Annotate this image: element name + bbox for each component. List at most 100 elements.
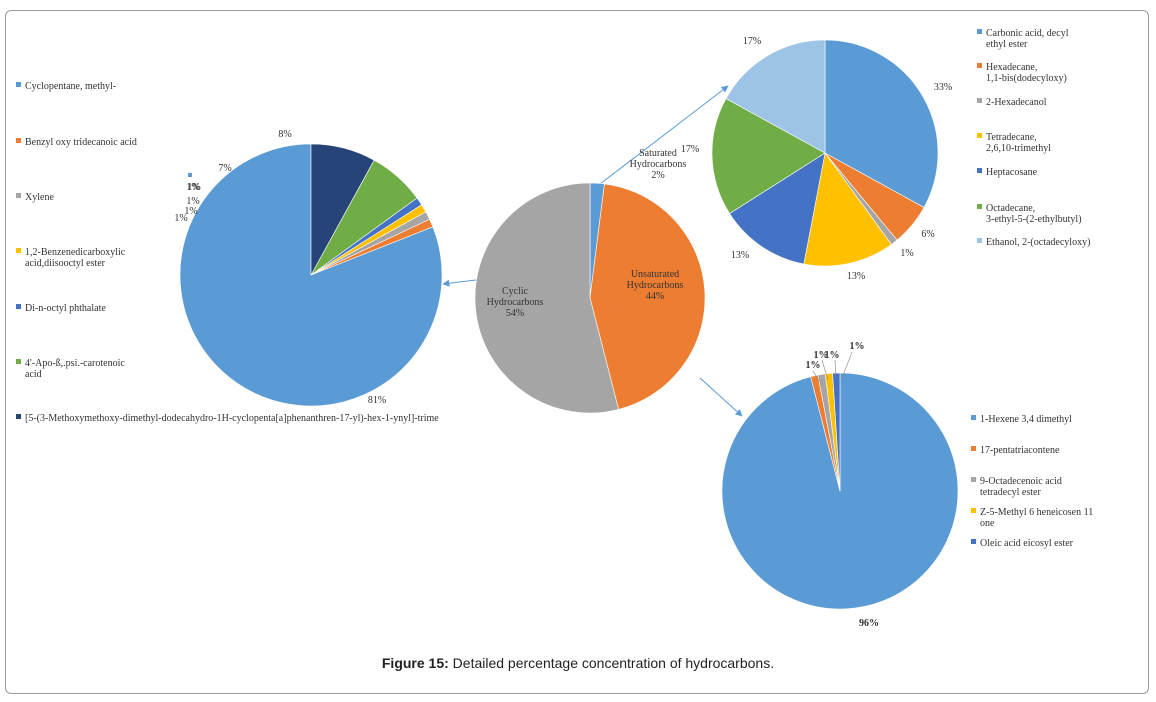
cyclic-slice-label-3: 1%: [186, 196, 199, 207]
saturated-slice-label-4: 13%: [731, 250, 749, 261]
pie-charts: SaturatedHydrocarbons2%UnsaturatedHydroc…: [16, 28, 1093, 629]
unsaturated-legend-swatch-0: [971, 415, 976, 420]
pie-saturated-slice-3: [803, 152, 892, 267]
saturated-legend-label-5: Octadecane,: [986, 203, 1035, 214]
main-slice-value-1: 44%: [646, 291, 664, 302]
main-slice-name2-1: Hydrocarbons: [627, 280, 684, 291]
saturated-slice-label-1: 6%: [921, 229, 934, 240]
main-slice-value-0: 2%: [651, 170, 664, 181]
unsaturated-slice-label-2: 1%: [814, 350, 829, 361]
main-slice-name2-0: Hydrocarbons: [630, 159, 687, 170]
caption-text: Detailed percentage concentration of hyd…: [448, 655, 775, 671]
saturated-legend-label-3: Tetradecane,: [986, 132, 1037, 143]
arrow-to-unsaturated: [699, 377, 743, 417]
cyclic-slice-label-2: 1%: [184, 206, 197, 217]
saturated-legend-label-6: Ethanol, 2-(octadecyloxy): [986, 237, 1090, 248]
unsaturated-legend-label-3: one: [980, 518, 995, 529]
pie-main: [474, 182, 706, 414]
pie-cyclic-slice-6: [310, 143, 375, 276]
saturated-legend-swatch-5: [977, 204, 982, 209]
saturated-legend-label-5: 3-ethyl-5-(2-ethylbutyl): [986, 214, 1082, 225]
pie-unsaturated: [721, 372, 959, 610]
arrow-to-cyclic: [442, 279, 477, 287]
arrow-to-saturated: [599, 85, 729, 185]
saturated-legend-swatch-2: [977, 98, 982, 103]
saturated-legend-label-3: 2,6,10-trimethyl: [986, 143, 1051, 154]
caption-label: Figure 15:: [381, 655, 449, 671]
main-slice-value-2: 54%: [506, 308, 524, 319]
unsaturated-leader-3: [841, 351, 853, 379]
pie-saturated: [711, 39, 939, 267]
pie-saturated-slice-4: [729, 152, 826, 265]
unsaturated-leader-0: [812, 370, 823, 386]
unsaturated-legend-label-2: 9-Octadecenoic acid: [980, 476, 1062, 487]
saturated-slice-label-6: 17%: [743, 36, 761, 47]
cyclic-legend-swatch-5: [16, 359, 21, 364]
saturated-legend-label-2: 2-Hexadecanol: [986, 97, 1047, 108]
cyclic-extra-label-0: 1%: [187, 182, 200, 193]
main-slice-name-1: Unsaturated: [631, 269, 679, 280]
saturated-legend-label-0: Carbonic acid, decyl: [986, 28, 1069, 39]
cyclic-legend-label-0: Cyclopentane, methyl-: [25, 81, 116, 92]
cyclic-legend-label-4: Di-n-octyl phthalate: [25, 303, 106, 314]
cyclic-extra-marker: [188, 173, 192, 177]
unsaturated-slice-label-4: 1%: [850, 341, 865, 352]
main-slice-name-0: Saturated: [639, 148, 677, 159]
saturated-slice-label-3: 13%: [847, 271, 865, 282]
saturated-legend-label-1: 1,1-bis(dodecyloxy): [986, 73, 1067, 84]
pie-unsaturated-slice-4: [832, 372, 841, 492]
saturated-slice-label-2: 1%: [900, 248, 913, 259]
unsaturated-legend-label-4: Oleic acid eicosyl ester: [980, 538, 1074, 549]
pie-saturated-slice-0: [824, 39, 939, 208]
cyclic-legend-label-2: Xylene: [25, 192, 54, 203]
unsaturated-leader-2: [834, 359, 837, 379]
cyclic-slice-label-1: 1%: [174, 213, 187, 224]
saturated-legend-swatch-4: [977, 168, 982, 173]
cyclic-legend-swatch-1: [16, 138, 21, 143]
pie-cyclic: [179, 143, 443, 407]
cyclic-legend-swatch-2: [16, 193, 21, 198]
unsaturated-slice-label-3: 1%: [825, 350, 840, 361]
cyclic-legend-swatch-0: [16, 82, 21, 87]
saturated-legend-label-0: ethyl ester: [986, 39, 1028, 50]
saturated-slice-label-5: 17%: [681, 144, 699, 155]
cyclic-slice-label-5: 7%: [218, 163, 231, 174]
unsaturated-legend-swatch-3: [971, 508, 976, 513]
cyclic-legend-swatch-6: [16, 414, 21, 419]
saturated-legend-swatch-1: [977, 63, 982, 68]
cyclic-legend-label-5: acid: [25, 369, 42, 380]
cyclic-legend-swatch-4: [16, 304, 21, 309]
unsaturated-slice-label-0: 96%: [859, 618, 879, 629]
unsaturated-legend-swatch-2: [971, 477, 976, 482]
unsaturated-legend-label-3: Z-5-Methyl 6 heneicosen 11: [980, 507, 1093, 518]
unsaturated-legend-label-1: 17-pentatriacontene: [980, 445, 1060, 456]
unsaturated-legend-swatch-4: [971, 539, 976, 544]
saturated-legend-swatch-6: [977, 238, 982, 243]
cyclic-legend-label-3: acid,diisooctyl ester: [25, 258, 106, 269]
cyclic-slice-label-6: 8%: [278, 129, 291, 140]
cyclic-slice-label-4: 1%: [186, 182, 199, 193]
saturated-legend-label-4: Heptacosane: [986, 167, 1038, 178]
saturated-legend-swatch-0: [977, 29, 982, 34]
main-slice-name2-2: Hydrocarbons: [487, 297, 544, 308]
cyclic-legend-swatch-3: [16, 248, 21, 253]
figure-caption: Figure 15: Detailed percentage concentra…: [0, 655, 1156, 671]
cyclic-legend-label-1: Benzyl oxy tridecanoic acid: [25, 137, 137, 148]
pie-main-slice-2: [474, 182, 619, 414]
main-slice-name-2: Cyclic: [502, 286, 529, 297]
pie-saturated-slice-6: [725, 39, 826, 154]
unsaturated-leader-1: [821, 359, 829, 381]
unsaturated-legend-swatch-1: [971, 446, 976, 451]
pie-main-slice-1: [589, 183, 706, 410]
cyclic-slice-label-0: 81%: [368, 395, 386, 406]
saturated-legend-label-1: Hexadecane,: [986, 62, 1037, 73]
cyclic-legend-label-5: 4'-Apo-ß,.psi.-carotenoic: [25, 358, 125, 369]
cyclic-legend-label-3: 1,2-Benzenedicarboxylic: [25, 247, 126, 258]
pie-saturated-slice-5: [711, 98, 826, 214]
saturated-slice-label-0: 33%: [934, 82, 952, 93]
cyclic-legend-label-6: [5-(3-Methoxymethoxy-dimethyl-dodecahydr…: [25, 413, 439, 424]
unsaturated-legend-label-2: tetradecyl ester: [980, 487, 1041, 498]
unsaturated-legend-label-0: 1-Hexene 3,4 dimethyl: [980, 414, 1072, 425]
unsaturated-slice-label-1: 1%: [806, 360, 821, 371]
